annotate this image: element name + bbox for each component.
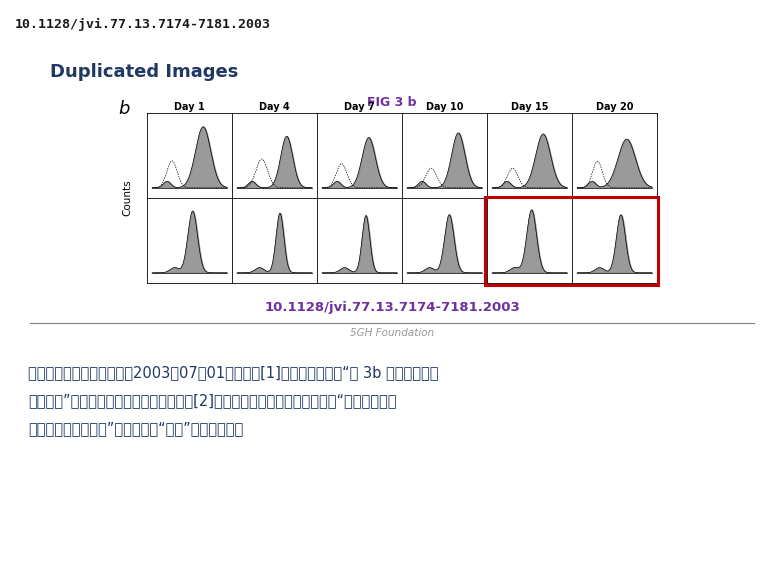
Text: Day 15: Day 15 xyxy=(510,102,548,112)
Text: FIG 3 b: FIG 3 b xyxy=(367,96,417,109)
Text: Duplicated Images: Duplicated Images xyxy=(50,63,238,81)
Bar xyxy=(485,197,659,285)
Text: 10.1128/jvi.77.13.7174-7181.2003: 10.1128/jvi.77.13.7174-7181.2003 xyxy=(264,301,520,314)
Text: Day 4: Day 4 xyxy=(260,102,290,112)
Text: 宋尔厕是第一作者，发表于2003年07月01日。论文[1]发表后被指出：“图 3b 中的两个图高: 宋尔厕是第一作者，发表于2003年07月01日。论文[1]发表后被指出：“图 3… xyxy=(28,365,438,380)
Text: Day 10: Day 10 xyxy=(426,102,463,112)
Text: Day 7: Day 7 xyxy=(344,102,375,112)
Text: 能找到原始数据为由”，没有提供“正确”的图片版本。: 能找到原始数据为由”，没有提供“正确”的图片版本。 xyxy=(28,421,243,436)
Text: Day 20: Day 20 xyxy=(596,102,633,112)
Text: b: b xyxy=(118,100,129,118)
Text: Counts: Counts xyxy=(122,180,132,217)
Text: Day 1: Day 1 xyxy=(174,102,205,112)
Text: 5GH Foundation: 5GH Foundation xyxy=(350,328,434,338)
Text: 10.1128/jvi.77.13.7174-7181.2003: 10.1128/jvi.77.13.7174-7181.2003 xyxy=(15,18,271,31)
Text: 度一致。”作者（们）随后发表了更正声明[2]，承认使用了错误的图片，但以“年代久远，不: 度一致。”作者（们）随后发表了更正声明[2]，承认使用了错误的图片，但以“年代久… xyxy=(28,393,397,408)
